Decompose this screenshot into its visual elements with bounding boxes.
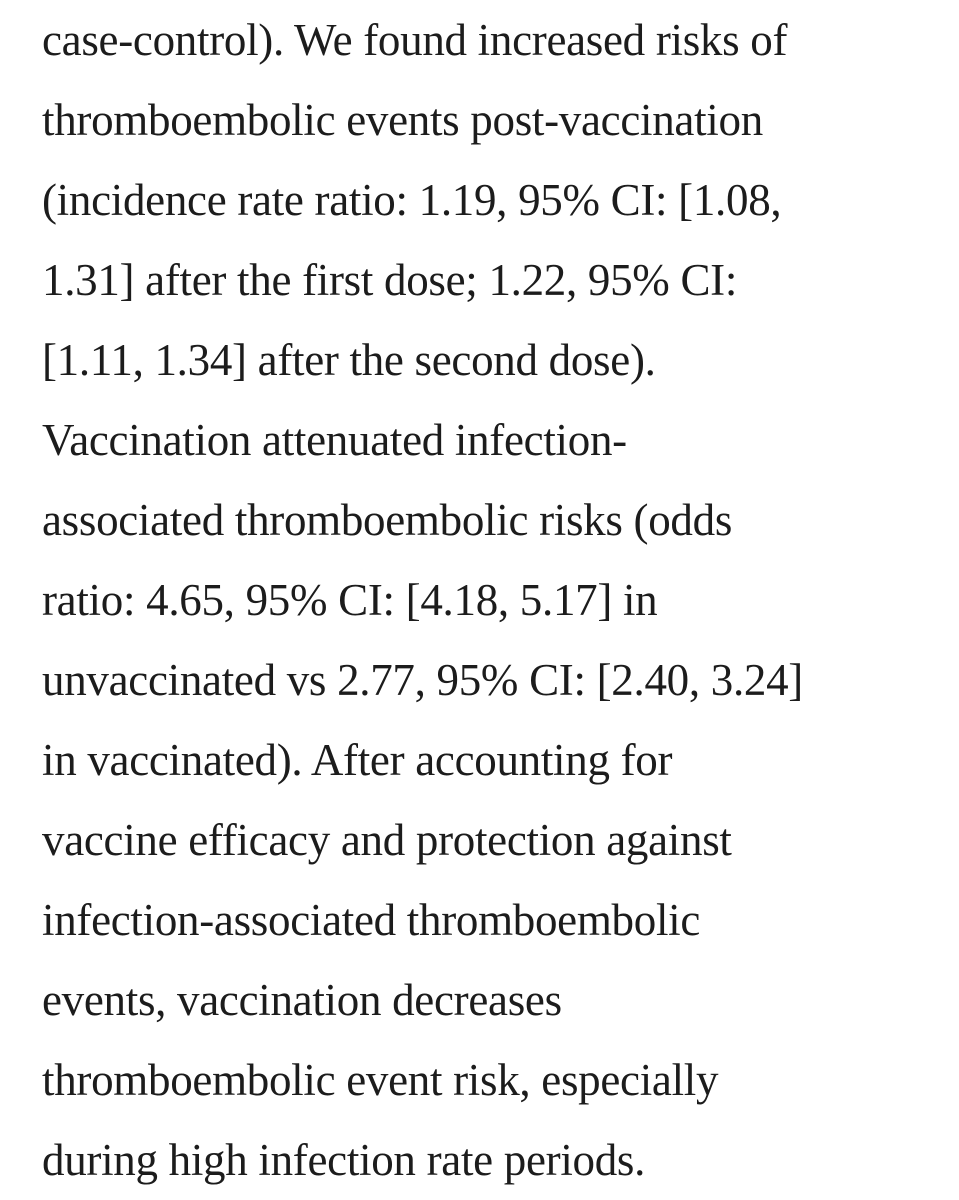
abstract-line: (incidence rate ratio: 1.19, 95% CI: [1.… xyxy=(42,175,782,225)
abstract-line: infection-associated thromboembolic xyxy=(42,895,701,945)
abstract-line: unvaccinated vs 2.77, 95% CI: [2.40, 3.2… xyxy=(42,655,803,705)
abstract-line: during high infection rate periods. xyxy=(42,1135,646,1185)
abstract-line: vaccine efficacy and protection against xyxy=(42,815,732,865)
abstract-line: thromboembolic event risk, especially xyxy=(42,1055,719,1105)
abstract-line: 1.31] after the first dose; 1.22, 95% CI… xyxy=(42,255,738,305)
abstract-line: in vaccinated). After accounting for xyxy=(42,735,673,785)
abstract-text: case-control). We found increased risks … xyxy=(42,0,929,1200)
abstract-line: [1.11, 1.34] after the second dose). xyxy=(42,335,656,385)
abstract-line: Vaccination attenuated infection- xyxy=(42,415,627,465)
abstract-line: ratio: 4.65, 95% CI: [4.18, 5.17] in xyxy=(42,575,658,625)
abstract-line: case-control). We found increased risks … xyxy=(42,15,788,65)
abstract-line: thromboembolic events post-vaccination xyxy=(42,95,763,145)
abstract-line: events, vaccination decreases xyxy=(42,975,562,1025)
abstract-line: associated thromboembolic risks (odds xyxy=(42,495,733,545)
